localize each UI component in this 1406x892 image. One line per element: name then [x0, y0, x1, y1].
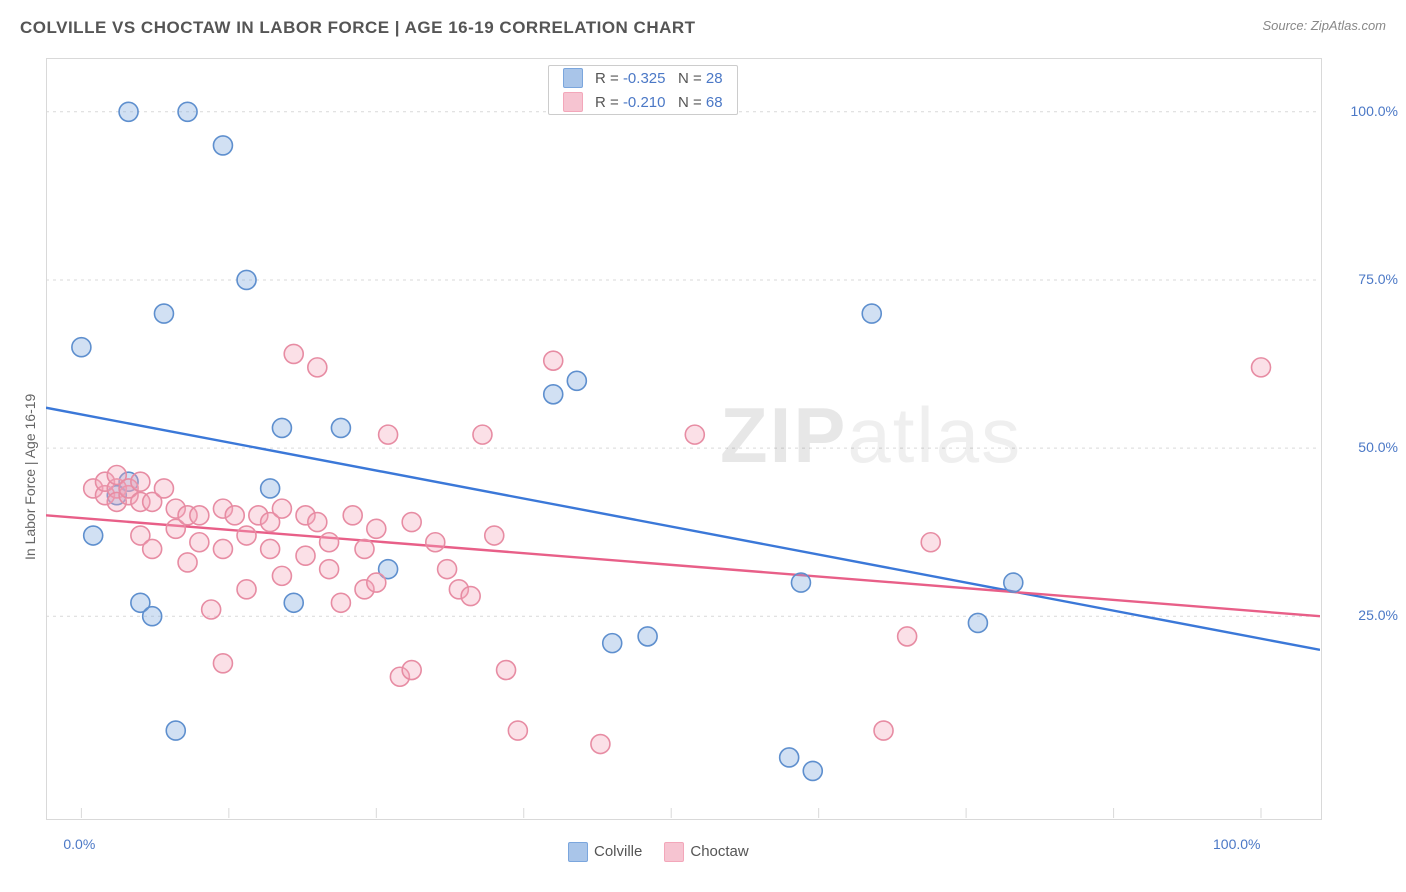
legend-label: Choctaw — [690, 843, 748, 860]
series-legend-item: Colville — [568, 842, 642, 862]
legend-swatch — [563, 92, 583, 112]
legend-swatch — [568, 842, 588, 862]
x-tick-label: 0.0% — [63, 836, 95, 852]
correlation-legend: R = -0.325 N = 28 R = -0.210 N = 68 — [548, 65, 738, 115]
chart-title: COLVILLE VS CHOCTAW IN LABOR FORCE | AGE… — [20, 18, 696, 38]
legend-stats: R = -0.325 N = 28 — [595, 70, 723, 87]
legend-swatch — [664, 842, 684, 862]
y-tick-label: 25.0% — [1328, 607, 1398, 623]
plot-svg — [46, 58, 1320, 818]
legend-label: Colville — [594, 843, 642, 860]
legend-swatch — [563, 68, 583, 88]
x-tick-label: 100.0% — [1213, 836, 1260, 852]
legend-stats: R = -0.210 N = 68 — [595, 94, 723, 111]
source-label: Source: ZipAtlas.com — [1262, 18, 1386, 33]
legend-row: R = -0.210 N = 68 — [549, 90, 737, 114]
y-tick-label: 100.0% — [1328, 103, 1398, 119]
y-tick-label: 75.0% — [1328, 271, 1398, 287]
legend-row: R = -0.325 N = 28 — [549, 66, 737, 90]
y-tick-label: 50.0% — [1328, 439, 1398, 455]
y-axis-label: In Labor Force | Age 16-19 — [22, 394, 38, 560]
series-legend-item: Choctaw — [664, 842, 748, 862]
series-legend: Colville Choctaw — [568, 842, 749, 862]
